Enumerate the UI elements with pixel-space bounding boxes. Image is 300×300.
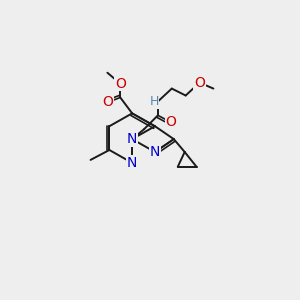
Text: N: N <box>150 145 160 159</box>
Text: N: N <box>127 132 137 146</box>
Text: H: H <box>149 95 159 108</box>
Text: O: O <box>102 95 113 110</box>
Text: N: N <box>127 156 137 170</box>
Text: O: O <box>165 115 176 129</box>
Text: O: O <box>115 76 126 91</box>
Text: O: O <box>194 76 205 90</box>
